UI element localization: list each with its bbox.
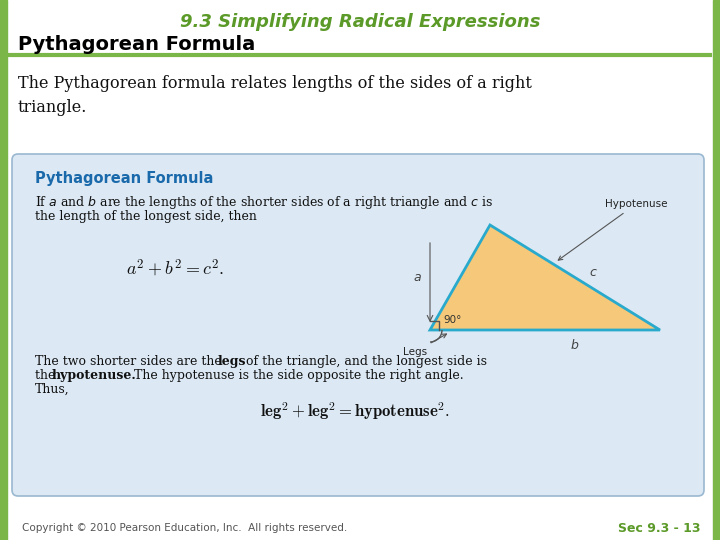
Text: 90°: 90° — [443, 315, 462, 325]
Polygon shape — [430, 225, 660, 330]
Text: the: the — [35, 369, 59, 382]
Text: Thus,: Thus, — [35, 383, 70, 396]
Text: Pythagorean Formula: Pythagorean Formula — [35, 171, 213, 186]
Text: Copyright © 2010 Pearson Education, Inc.  All rights reserved.: Copyright © 2010 Pearson Education, Inc.… — [22, 523, 347, 533]
Text: The two shorter sides are the: The two shorter sides are the — [35, 355, 226, 368]
Text: The Pythagorean formula relates lengths of the sides of a right
triangle.: The Pythagorean formula relates lengths … — [18, 75, 532, 116]
Text: Legs: Legs — [403, 334, 446, 357]
Text: $a$: $a$ — [413, 271, 422, 284]
Text: $a^2 + b^2 = c^2.$: $a^2 + b^2 = c^2.$ — [126, 258, 224, 279]
FancyBboxPatch shape — [12, 154, 704, 496]
Text: $b$: $b$ — [570, 338, 580, 352]
Text: hypotenuse.: hypotenuse. — [52, 369, 137, 382]
Text: $c$: $c$ — [589, 266, 598, 279]
Bar — [713, 0, 720, 540]
Text: Hypotenuse: Hypotenuse — [558, 199, 667, 260]
Text: the length of the longest side, then: the length of the longest side, then — [35, 210, 257, 223]
Text: Sec 9.3 - 13: Sec 9.3 - 13 — [618, 522, 700, 535]
Text: Pythagorean Formula: Pythagorean Formula — [18, 36, 256, 55]
Text: 9.3 Simplifying Radical Expressions: 9.3 Simplifying Radical Expressions — [180, 13, 540, 31]
Text: legs: legs — [218, 355, 246, 368]
Text: If $a$ and $b$ are the lengths of the shorter sides of a right triangle and $c$ : If $a$ and $b$ are the lengths of the sh… — [35, 194, 493, 211]
Bar — [0, 0, 7, 540]
Text: The hypotenuse is the side opposite the right angle.: The hypotenuse is the side opposite the … — [130, 369, 464, 382]
Text: $\mathbf{leg}^2 + \mathbf{leg}^2 = \mathbf{hypotenuse}^2.$: $\mathbf{leg}^2 + \mathbf{leg}^2 = \math… — [260, 400, 450, 422]
Text: of the triangle, and the longest side is: of the triangle, and the longest side is — [242, 355, 487, 368]
